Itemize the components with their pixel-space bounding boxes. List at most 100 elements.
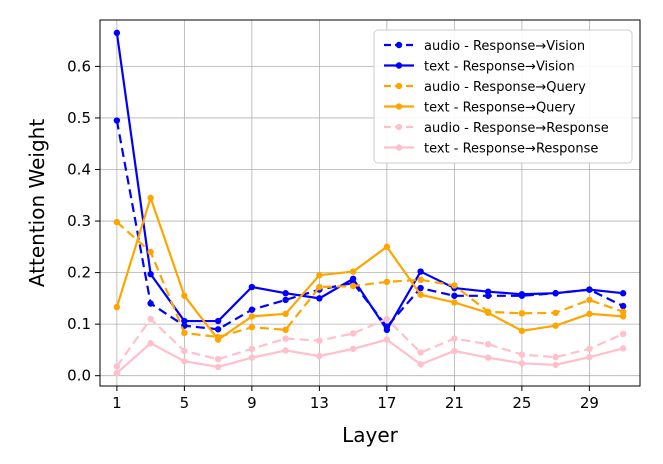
- data-point: [113, 303, 121, 311]
- x-tick-label: 29: [580, 394, 599, 412]
- legend-label: audio - Response→Vision: [424, 39, 585, 54]
- legend-swatch-marker: [395, 144, 403, 151]
- legend-swatch-marker: [395, 41, 403, 49]
- legend-item: text - Response→Vision: [384, 60, 575, 75]
- data-point: [349, 330, 357, 337]
- x-tick-label: 1: [112, 394, 122, 412]
- data-point: [451, 335, 458, 342]
- data-point: [349, 282, 357, 290]
- x-tick-label: 9: [247, 394, 257, 412]
- data-point: [214, 317, 222, 325]
- data-point: [113, 363, 121, 370]
- data-point: [619, 345, 627, 352]
- data-point: [214, 326, 222, 333]
- y-tick-label: 0.2: [67, 264, 91, 282]
- data-point: [316, 295, 323, 302]
- data-point: [484, 341, 492, 348]
- data-point: [451, 347, 458, 355]
- x-tick-label: 25: [512, 394, 531, 412]
- data-point: [181, 358, 188, 365]
- y-tick-label: 0.4: [67, 160, 91, 178]
- data-point: [316, 337, 323, 344]
- data-point: [586, 296, 593, 304]
- data-point: [619, 308, 627, 315]
- data-point: [451, 299, 458, 306]
- data-point: [181, 347, 188, 355]
- y-axis-title: Attention Weight: [25, 119, 49, 287]
- data-point: [282, 290, 289, 297]
- data-point: [147, 340, 154, 347]
- data-point: [147, 300, 154, 307]
- legend-label: text - Response→Query: [424, 101, 576, 116]
- data-point: [282, 310, 289, 318]
- data-point: [552, 309, 559, 316]
- data-point: [248, 283, 256, 291]
- legend-item: audio - Response→Query: [384, 80, 586, 95]
- data-point: [484, 309, 492, 316]
- data-point: [451, 282, 458, 289]
- plot-area: [99, 19, 641, 387]
- x-tick-label: 13: [310, 394, 329, 412]
- y-tick-label: 0.6: [67, 57, 91, 75]
- series-line: [115, 196, 624, 341]
- legend-swatch-marker: [395, 82, 403, 90]
- data-point: [451, 292, 458, 299]
- data-point: [316, 352, 323, 360]
- data-point: [552, 361, 559, 369]
- data-point: [518, 327, 526, 335]
- data-point: [518, 351, 526, 358]
- y-tick-label: 0.3: [67, 212, 91, 230]
- legend-box: [373, 29, 633, 164]
- data-point: [383, 278, 391, 286]
- data-point: [586, 286, 593, 293]
- series-line: [116, 221, 624, 339]
- data-point: [619, 313, 627, 320]
- data-point: [552, 353, 559, 361]
- data-point: [417, 284, 424, 292]
- x-tick-label: 5: [180, 394, 190, 412]
- data-point: [417, 276, 424, 284]
- x-tick-label: 21: [445, 394, 464, 412]
- series-line: [115, 32, 624, 331]
- data-point: [518, 291, 526, 298]
- data-point: [383, 243, 391, 251]
- legend-label: text - Response→Response: [424, 142, 598, 157]
- legend-item: audio - Response→Response: [384, 121, 609, 136]
- data-point: [349, 275, 357, 282]
- data-point: [147, 248, 154, 256]
- data-point: [181, 292, 188, 299]
- data-point: [552, 322, 559, 329]
- data-point: [214, 336, 222, 343]
- legend-item: text - Response→Query: [384, 101, 576, 116]
- data-point: [113, 117, 121, 124]
- legend-swatch-marker: [395, 62, 403, 69]
- y-tick-label: 0.0: [67, 367, 91, 385]
- data-point: [619, 302, 627, 310]
- data-point: [181, 317, 188, 325]
- series-line: [116, 338, 624, 374]
- data-point: [383, 336, 391, 343]
- data-point: [113, 218, 121, 226]
- legend-item: audio - Response→Vision: [384, 39, 585, 54]
- legend-label: audio - Response→Response: [424, 121, 609, 136]
- legend-item: text - Response→Response: [384, 142, 598, 157]
- x-tick-label: 17: [377, 394, 396, 412]
- legend: audio - Response→Vision text - Response→V…: [373, 29, 633, 164]
- data-point: [484, 354, 492, 361]
- data-point: [619, 290, 627, 297]
- data-point: [248, 354, 256, 361]
- data-point: [552, 290, 559, 297]
- x-axis-title: Layer: [342, 423, 399, 447]
- data-point: [383, 326, 391, 334]
- data-point: [619, 330, 627, 338]
- series-6: [113, 336, 627, 377]
- legend-swatch-marker: [395, 123, 403, 131]
- series-layer: [113, 29, 627, 377]
- data-point: [248, 306, 256, 313]
- data-point: [181, 329, 188, 337]
- data-point: [248, 345, 256, 353]
- data-point: [248, 313, 256, 320]
- data-point: [248, 324, 256, 331]
- legend-label: text - Response→Vision: [424, 60, 575, 75]
